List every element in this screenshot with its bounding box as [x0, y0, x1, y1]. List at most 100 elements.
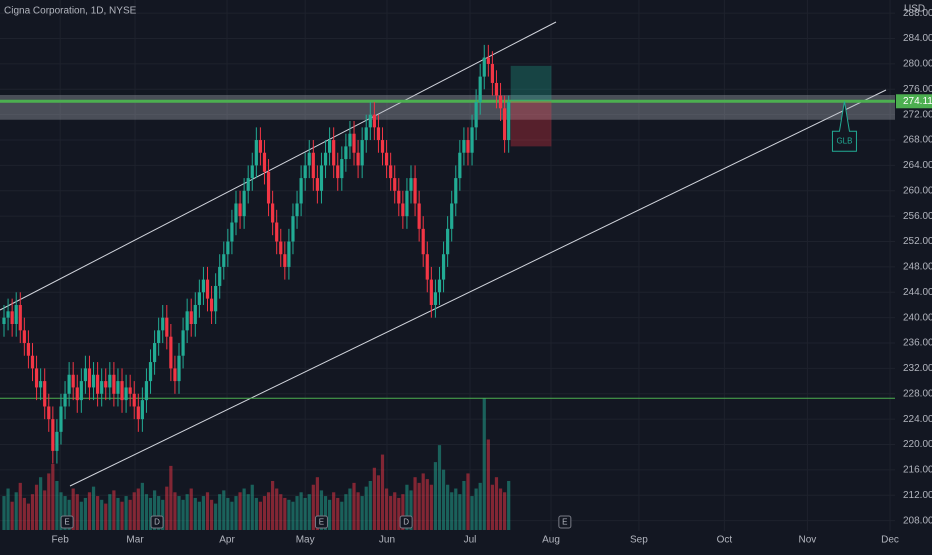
volume-bar — [360, 496, 364, 530]
volume-bar — [238, 492, 242, 530]
candle-body — [380, 140, 385, 153]
volume-bar — [181, 499, 185, 530]
volume-bar — [450, 492, 454, 530]
volume-bar — [108, 494, 112, 530]
candle-body — [140, 400, 144, 420]
candle-body — [413, 178, 417, 204]
candle-body — [63, 393, 67, 407]
event-label: E — [562, 518, 567, 527]
candle-body — [405, 190, 409, 217]
y-tick-label: 264.00 — [903, 160, 932, 171]
volume-bar — [128, 499, 132, 530]
candle-body — [51, 419, 55, 451]
candle-body — [401, 203, 405, 217]
volume-bar — [380, 454, 385, 530]
candle-body — [96, 374, 100, 394]
volume-bar — [51, 464, 55, 530]
volume-bar — [59, 492, 63, 530]
y-tick-label: 220.00 — [903, 439, 932, 450]
candle-body — [356, 152, 360, 166]
volume-bar — [466, 473, 470, 530]
volume-bar — [91, 486, 96, 530]
x-tick-label: Dec — [881, 535, 899, 546]
volume-bar — [458, 494, 462, 530]
volume-bar — [437, 445, 442, 530]
position-target — [510, 65, 552, 102]
volume-bar — [136, 488, 140, 530]
candle-body — [348, 133, 352, 147]
candle-body — [490, 63, 494, 83]
candle-body — [376, 127, 381, 141]
volume-bar — [332, 492, 336, 530]
volume-bar — [26, 503, 31, 530]
volume-bar — [140, 482, 144, 530]
candle-body — [173, 368, 177, 382]
candle-body — [332, 140, 336, 166]
candle-body — [209, 298, 214, 312]
candle-body — [136, 406, 140, 420]
volume-bar — [474, 488, 478, 530]
candle-body — [450, 203, 454, 229]
volume-bar — [494, 477, 499, 530]
y-tick-label: 268.00 — [903, 135, 932, 146]
volume-bar — [185, 494, 189, 530]
volume-bar — [43, 490, 47, 530]
candle-body — [287, 241, 291, 267]
volume-bar — [234, 496, 238, 530]
volume-bar — [144, 494, 149, 530]
volume-bar — [205, 492, 210, 530]
candle-body — [433, 292, 438, 305]
volume-bar — [498, 488, 503, 530]
candle-body — [55, 431, 59, 451]
volume-bar — [112, 490, 116, 530]
candle-body — [389, 165, 393, 179]
volume-bar — [14, 492, 18, 530]
event-label: E — [319, 518, 324, 527]
volume-bar — [425, 479, 429, 530]
volume-bar — [79, 501, 83, 530]
candle-body — [116, 381, 120, 394]
candle-body — [266, 171, 271, 204]
candle-body — [30, 355, 35, 369]
candle-body — [494, 82, 499, 96]
volume-bar — [157, 496, 161, 530]
volume-bar — [55, 480, 59, 530]
candle-body — [91, 374, 96, 388]
candle-body — [104, 381, 108, 388]
y-tick-label: 272.00 — [903, 109, 932, 120]
volume-bar — [242, 488, 246, 530]
volume-bar — [303, 497, 307, 530]
volume-bar — [352, 482, 356, 530]
candle-body — [234, 203, 238, 223]
candle-body — [482, 57, 486, 77]
volume-bar — [384, 488, 389, 530]
volume-bar — [222, 490, 226, 530]
candle-body — [498, 95, 503, 109]
x-tick-label: Mar — [126, 535, 144, 546]
candle-body — [470, 127, 474, 153]
volume-bar — [214, 503, 218, 530]
y-tick-label: 260.00 — [903, 185, 932, 196]
candle-body — [14, 304, 18, 325]
volume-bar — [401, 494, 405, 530]
volume-bar — [120, 501, 124, 530]
volume-bar — [299, 492, 303, 530]
volume-bar — [446, 484, 450, 530]
volume-bar — [275, 488, 279, 530]
candle-body — [441, 254, 446, 280]
price-tag-label: 274.11 — [903, 96, 932, 107]
y-tick-label: 232.00 — [903, 363, 932, 374]
channel-lower — [69, 89, 887, 487]
y-tick-label: 280.00 — [903, 59, 932, 70]
candle-body — [2, 317, 6, 325]
channel-upper — [0, 21, 557, 311]
volume-bar — [291, 501, 295, 530]
x-tick-label: Jun — [379, 535, 395, 546]
volume-bar — [315, 477, 319, 530]
volume-bar — [63, 496, 67, 530]
volume-bar — [417, 482, 421, 530]
candle-body — [205, 279, 210, 299]
event-marker — [60, 515, 74, 529]
event-marker — [150, 515, 164, 529]
candle-body — [421, 228, 425, 255]
